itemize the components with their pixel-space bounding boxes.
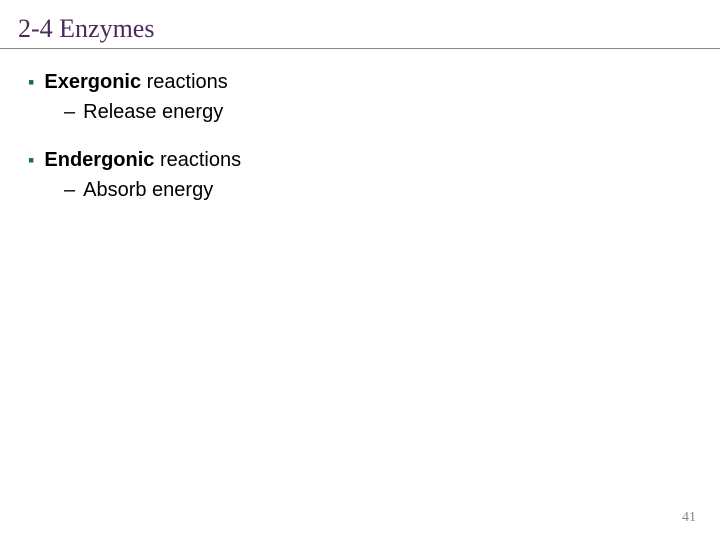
slide-content: ▪ Exergonic reactions – Release energy ▪… bbox=[0, 69, 720, 203]
dash-bullet-icon: – bbox=[64, 99, 75, 125]
sub-item: – Release energy bbox=[28, 99, 720, 125]
sub-item: – Absorb energy bbox=[28, 177, 720, 203]
sub-text: Release energy bbox=[83, 99, 223, 125]
slide-title: 2-4 Enzymes bbox=[0, 0, 720, 49]
bullet-group: ▪ Endergonic reactions – Absorb energy bbox=[28, 147, 720, 203]
square-bullet-icon: ▪ bbox=[28, 147, 34, 173]
page-number: 41 bbox=[682, 510, 696, 526]
bullet-text: Endergonic reactions bbox=[44, 147, 241, 173]
bullet-item: ▪ Endergonic reactions bbox=[28, 147, 720, 173]
bullet-text: Exergonic reactions bbox=[44, 69, 227, 95]
bullet-bold: Endergonic bbox=[44, 149, 154, 171]
square-bullet-icon: ▪ bbox=[28, 69, 34, 95]
bullet-item: ▪ Exergonic reactions bbox=[28, 69, 720, 95]
bullet-rest: reactions bbox=[154, 149, 241, 171]
bullet-bold: Exergonic bbox=[44, 71, 141, 93]
dash-bullet-icon: – bbox=[64, 177, 75, 203]
bullet-group: ▪ Exergonic reactions – Release energy bbox=[28, 69, 720, 125]
sub-text: Absorb energy bbox=[83, 177, 213, 203]
bullet-rest: reactions bbox=[141, 71, 228, 93]
